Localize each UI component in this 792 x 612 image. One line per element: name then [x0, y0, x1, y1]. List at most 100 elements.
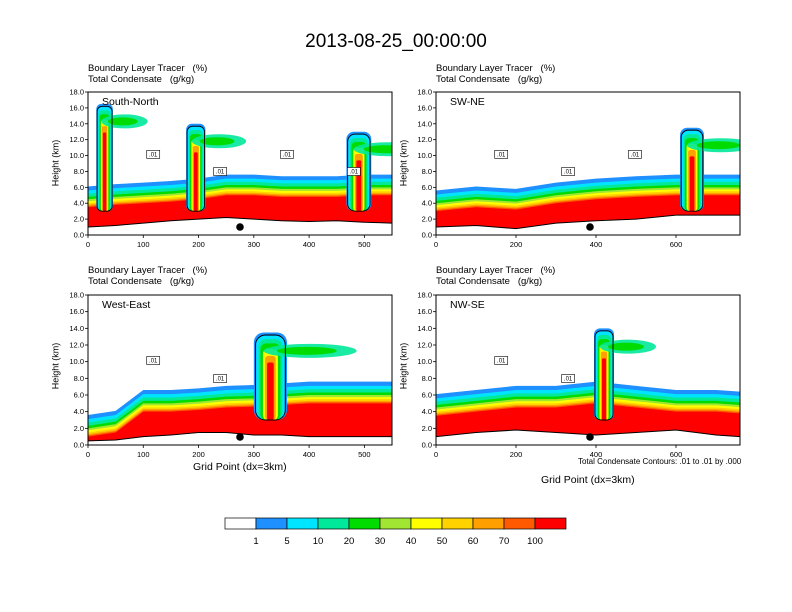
colorbar-label: 70 — [499, 536, 510, 547]
contour-label: .01 — [564, 377, 573, 383]
x-tick-label: 300 — [248, 240, 261, 249]
contour-label: .01 — [631, 152, 640, 158]
colorbar-swatch — [379, 517, 412, 530]
y-tick-label: 10.0 — [417, 151, 432, 160]
contour-label-box — [561, 374, 575, 383]
contour-label-box — [213, 374, 227, 383]
contour-label-box — [561, 167, 575, 176]
y-tick-label: 14.0 — [417, 324, 432, 333]
y-tick-label: 12.0 — [69, 341, 84, 350]
panel-name: SW-NE — [450, 96, 485, 108]
colorbar-label: 50 — [437, 536, 448, 547]
x-tick-label: 600 — [670, 450, 683, 459]
y-tick-label: 2.0 — [74, 424, 84, 433]
location-marker — [586, 433, 594, 441]
y-tick-label: 16.0 — [69, 307, 84, 316]
colorbar-label: 60 — [468, 536, 479, 547]
y-tick-label: 12.0 — [417, 135, 432, 144]
condensate-contour-1 — [96, 105, 113, 212]
x-tick-label: 200 — [192, 450, 205, 459]
y-tick-label: 10.0 — [69, 151, 84, 160]
y-tick-label: 0.0 — [74, 441, 84, 450]
contour-label-box — [347, 167, 361, 176]
condensate-contour-1 — [594, 330, 614, 421]
colorbar-swatch — [410, 517, 443, 530]
panel-4: .01 .01 0.0 2.0 4.0 6.0 8.0 10.0 12.0 14.0 16.0 18.… — [417, 291, 741, 459]
y-tick-label: 10.0 — [69, 357, 84, 366]
panel-3-field — [88, 332, 392, 445]
y-tick-label: 12.0 — [69, 135, 84, 144]
contour-label-box — [494, 356, 509, 365]
panel-1-caption: Boundary Layer Tracer (%) Total Condensat… — [88, 63, 208, 85]
colorbar-swatch — [534, 517, 567, 530]
x-tick-label: 100 — [137, 450, 150, 459]
y-tick-label: 10.0 — [417, 357, 432, 366]
colorbar-swatch — [317, 517, 350, 530]
convective-plume-1 — [102, 132, 107, 212]
panel-4-frame — [435, 294, 741, 446]
y-tick-label: 16.0 — [417, 103, 432, 112]
anvil-core — [107, 117, 138, 126]
x-tick-label: 100 — [137, 240, 150, 249]
x-tick-label: 400 — [590, 450, 603, 459]
y-tick-label: 18.0 — [417, 88, 432, 97]
anvil-core — [199, 137, 235, 146]
x-tick-label: 0 — [434, 240, 438, 249]
panel-3-caption: Boundary Layer Tracer (%) Total Condensat… — [88, 265, 208, 287]
location-marker — [586, 223, 594, 231]
contour-note: Total Condensate Contours: .01 to .01 by… — [578, 457, 742, 466]
panel-4-xlabel: Grid Point (dx=3km) — [541, 474, 635, 486]
colorbar-label: 5 — [284, 536, 289, 547]
y-tick-label: 14.0 — [69, 119, 84, 128]
y-tick-label: 4.0 — [74, 199, 84, 208]
panel-2-frame — [435, 91, 741, 236]
x-tick-label: 400 — [303, 240, 316, 249]
y-tick-label: 8.0 — [74, 374, 84, 383]
panel-3-xlabel: Grid Point (dx=3km) — [193, 461, 287, 473]
x-tick-label: 200 — [192, 240, 205, 249]
y-tick-label: 8.0 — [422, 374, 432, 383]
location-marker — [236, 433, 244, 441]
x-tick-label: 500 — [358, 450, 371, 459]
y-tick-label: 4.0 — [422, 199, 432, 208]
y-tick-label: 16.0 — [417, 307, 432, 316]
x-tick-label: 400 — [590, 240, 603, 249]
contour-label-box — [280, 150, 294, 159]
y-tick-label: 12.0 — [417, 341, 432, 350]
panel-2-field — [436, 127, 740, 235]
contour-label: .01 — [216, 377, 225, 383]
y-tick-label: 0.0 — [422, 441, 432, 450]
y-tick-label: 4.0 — [74, 407, 84, 416]
colorbar-swatch — [348, 517, 381, 530]
anvil-core — [608, 342, 644, 351]
y-tick-label: 8.0 — [422, 167, 432, 176]
contour-label: .01 — [350, 170, 359, 176]
colorbar-label: 10 — [313, 536, 324, 547]
panel-name: South-North — [102, 96, 159, 108]
contour-label-box — [213, 167, 227, 176]
anvil-core — [277, 346, 337, 355]
condensate-contour-1 — [255, 334, 286, 421]
colorbar-swatch — [255, 517, 288, 530]
terrain-line — [436, 429, 740, 438]
y-tick-label: 6.0 — [74, 183, 84, 192]
y-tick-label: 4.0 — [422, 407, 432, 416]
y-tick-label: 0.0 — [74, 231, 84, 240]
panel-1-frame — [87, 91, 393, 236]
y-tick-label: 6.0 — [422, 391, 432, 400]
panel-3-frame — [87, 294, 393, 446]
colorbar-swatch — [441, 517, 474, 530]
contour-label: .01 — [216, 170, 225, 176]
colorbar-swatch — [503, 517, 536, 530]
panel-3: .01 .01 0.0 2.0 4.0 6.0 8.0 10.0 12.0 14.0 16.0 18.… — [69, 291, 393, 459]
y-tick-label: 0.0 — [422, 231, 432, 240]
condensate-contour-2 — [186, 125, 205, 212]
y-tick-label: 2.0 — [422, 215, 432, 224]
tracer-band-100 — [88, 403, 392, 445]
contour-label: .01 — [497, 152, 506, 158]
x-tick-label: 500 — [358, 240, 371, 249]
panel-4-caption: Boundary Layer Tracer (%) Total Condensat… — [436, 265, 556, 287]
anvil-core — [696, 141, 740, 150]
convective-plume-1 — [689, 156, 695, 212]
x-tick-label: 400 — [303, 450, 316, 459]
